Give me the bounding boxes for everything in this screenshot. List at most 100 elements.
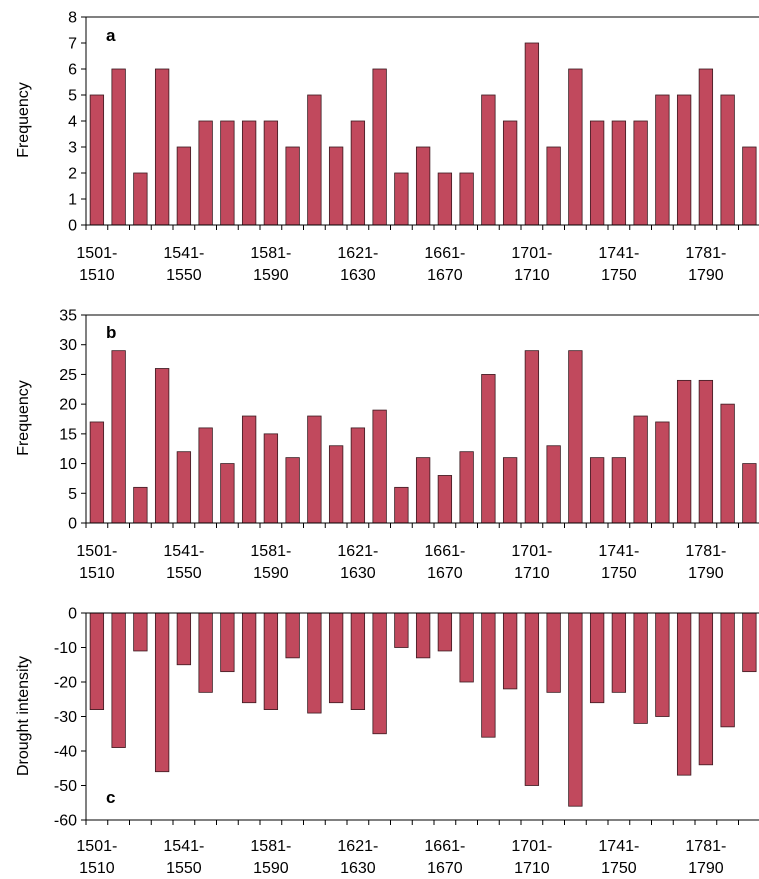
- y-tick-label: 0: [68, 516, 77, 533]
- bar-6: [198, 120, 213, 226]
- bar-12: [328, 445, 344, 524]
- y-tick-label: 20: [59, 397, 77, 414]
- bar-5: [176, 146, 192, 226]
- bar-30: [720, 612, 735, 728]
- y-tick-label: 4: [68, 114, 77, 131]
- y-tick-label: -50: [54, 778, 77, 795]
- bar-29: [698, 612, 714, 766]
- x-tick-label: 1621-1630: [337, 838, 378, 877]
- bar-3: [133, 486, 148, 524]
- bar-23: [568, 612, 583, 807]
- bar-25: [611, 612, 627, 693]
- bar-16: [415, 612, 431, 659]
- bar-24: [589, 120, 605, 226]
- y-tick-label: 5: [68, 88, 77, 105]
- x-tick-label: 1541-1550: [163, 543, 204, 582]
- x-tick-label: 1781-1790: [685, 543, 726, 582]
- y-tick-label: 15: [59, 426, 77, 443]
- bar-21: [524, 42, 540, 226]
- bar-8: [241, 415, 257, 524]
- bar-2: [111, 612, 126, 748]
- bar-18: [459, 172, 474, 226]
- bar-20: [502, 612, 518, 690]
- bar-22: [546, 612, 561, 693]
- panel-label: a: [106, 26, 116, 45]
- bar-17: [437, 172, 453, 226]
- x-tick-label: 1661-1670: [424, 838, 465, 877]
- y-tick-label: -20: [54, 675, 77, 692]
- x-tick-label: 1541-1550: [163, 838, 204, 877]
- x-tick-label: 1621-1630: [337, 543, 378, 582]
- y-tick-label: 3: [68, 140, 77, 157]
- x-tick-label: 1621-1630: [337, 245, 378, 284]
- bar-30: [720, 403, 735, 524]
- bar-27: [655, 612, 670, 717]
- bar-29: [698, 379, 714, 524]
- bar-2: [111, 350, 126, 524]
- bar-31: [742, 612, 757, 673]
- y-tick-label: 25: [59, 367, 77, 384]
- bar-17: [437, 612, 453, 652]
- bar-30: [720, 94, 735, 226]
- bar-22: [546, 146, 561, 226]
- bar-21: [524, 350, 540, 524]
- bar-28: [676, 612, 692, 776]
- bar-28: [676, 94, 692, 226]
- bar-25: [611, 457, 627, 524]
- bar-22: [546, 445, 561, 524]
- x-tick-label: 1741-1750: [598, 838, 639, 877]
- x-tick-label: 1701-1710: [511, 838, 552, 877]
- bar-16: [415, 457, 431, 524]
- x-tick-label: 1661-1670: [424, 245, 465, 284]
- x-tick-label: 1581-1590: [250, 838, 291, 877]
- bar-18: [459, 612, 474, 683]
- bar-11: [307, 612, 322, 714]
- bar-28: [676, 379, 692, 524]
- y-tick-label: 1: [68, 192, 77, 209]
- x-tick-label: 1581-1590: [250, 543, 291, 582]
- panel-label: b: [106, 323, 116, 342]
- bar-25: [611, 120, 627, 226]
- y-tick-label: 6: [68, 62, 77, 79]
- x-tick-label: 1501-1510: [76, 245, 117, 284]
- bar-20: [502, 457, 518, 524]
- bar-11: [307, 94, 322, 226]
- bar-27: [655, 94, 670, 226]
- bar-31: [742, 463, 757, 524]
- y-tick-label: -10: [54, 640, 77, 657]
- y-tick-label: 2: [68, 166, 77, 183]
- bar-5: [176, 451, 192, 524]
- x-tick-label: 1701-1710: [511, 245, 552, 284]
- bar-3: [133, 172, 148, 226]
- bar-2: [111, 68, 126, 226]
- bar-17: [437, 475, 453, 524]
- x-tick-label: 1781-1790: [685, 838, 726, 877]
- x-tick-label: 1701-1710: [511, 543, 552, 582]
- x-tick-label: 1581-1590: [250, 245, 291, 284]
- bar-19: [481, 374, 496, 524]
- bar-14: [372, 68, 387, 226]
- bar-26: [633, 120, 648, 226]
- bar-7: [220, 120, 235, 226]
- bar-4: [154, 368, 170, 524]
- bar-9: [263, 612, 279, 710]
- bar-8: [241, 120, 257, 226]
- bar-19: [481, 94, 496, 226]
- bar-6: [198, 427, 213, 524]
- bar-26: [633, 612, 648, 724]
- bar-1: [89, 612, 105, 710]
- x-tick-label: 1661-1670: [424, 543, 465, 582]
- x-tick-label: 1741-1750: [598, 543, 639, 582]
- y-tick-label: -60: [54, 813, 77, 830]
- bar-24: [589, 457, 605, 524]
- bar-7: [220, 463, 235, 524]
- bar-9: [263, 120, 279, 226]
- bar-23: [568, 68, 583, 226]
- y-tick-label: -40: [54, 744, 77, 761]
- y-tick-label: 0: [68, 606, 77, 623]
- bar-16: [415, 146, 431, 226]
- bar-10: [285, 146, 300, 226]
- y-tick-label: 30: [59, 337, 77, 354]
- bar-18: [459, 451, 474, 524]
- bar-3: [133, 612, 148, 652]
